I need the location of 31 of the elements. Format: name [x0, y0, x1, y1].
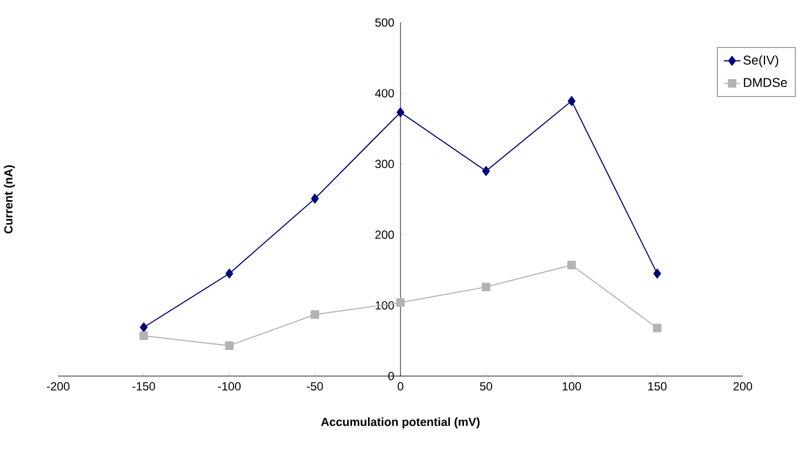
y-axis-title: Current (nA) [4, 165, 15, 234]
x-tick-label: -50 [306, 382, 323, 390]
point [652, 324, 662, 332]
y-tick-label: 200 [375, 230, 394, 239]
x-tick-label: -100 [218, 382, 241, 390]
x-tick-label: 50 [480, 382, 492, 390]
point [310, 310, 320, 319]
x-axis-title: Accumulation potential (mV) [321, 417, 480, 428]
x-tick-label: 200 [734, 382, 752, 390]
point [653, 268, 662, 278]
x-tick-label: -150 [132, 382, 156, 390]
x-tick-label: 0 [398, 382, 404, 390]
point [396, 298, 405, 307]
y-tick-label: 500 [375, 18, 394, 26]
point [225, 268, 234, 278]
point [567, 260, 576, 270]
x-tick-label: 100 [562, 382, 581, 390]
x-tick-label: -200 [46, 382, 70, 390]
y-tick-label: 300 [375, 160, 394, 168]
point [225, 341, 234, 350]
point [482, 282, 490, 292]
point [139, 331, 148, 340]
point [140, 322, 148, 332]
point [311, 193, 319, 204]
legend-label: Se(IV) [743, 55, 778, 67]
point [482, 166, 490, 176]
x-tick-label: 150 [648, 382, 667, 390]
point [568, 96, 576, 106]
legend-label: DMDSe [744, 78, 787, 87]
y-tick-label: 400 [375, 88, 394, 98]
point [396, 107, 404, 118]
